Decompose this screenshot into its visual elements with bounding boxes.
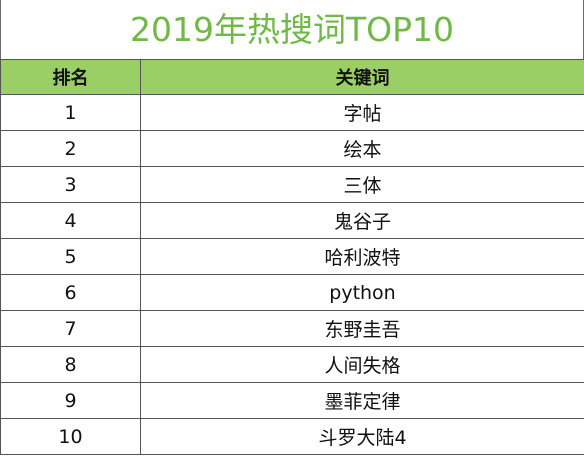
ranking-table: 排名 关键词 1 字帖 2 绘本 3 三体 4 鬼谷子 5 哈利	[0, 59, 584, 455]
keyword-cell: 字帖	[140, 94, 584, 131]
table-row: 10 斗罗大陆4	[0, 418, 584, 455]
rank-cell: 8	[0, 346, 141, 383]
table-row: 5 哈利波特	[0, 238, 584, 275]
rank-cell: 9	[0, 382, 141, 419]
keyword-cell: 鬼谷子	[140, 202, 584, 239]
keyword-cell: 绘本	[140, 130, 584, 167]
table-row: 1 字帖	[0, 94, 584, 131]
table-row: 3 三体	[0, 166, 584, 203]
table-row: 9 墨菲定律	[0, 382, 584, 419]
page-title: 2019年热搜词TOP10	[0, 0, 584, 59]
table-row: 7 东野圭吾	[0, 310, 584, 347]
rank-cell: 7	[0, 310, 141, 347]
rank-cell: 10	[0, 418, 141, 455]
keyword-cell: 墨菲定律	[140, 382, 584, 419]
keyword-cell: 人间失格	[140, 346, 584, 383]
rank-cell: 2	[0, 130, 141, 167]
rank-cell: 1	[0, 94, 141, 131]
column-header-rank: 排名	[0, 59, 141, 95]
rank-cell: 6	[0, 274, 141, 311]
table-row: 4 鬼谷子	[0, 202, 584, 239]
rank-cell: 5	[0, 238, 141, 275]
keyword-cell: 哈利波特	[140, 238, 584, 275]
column-header-keyword: 关键词	[140, 59, 584, 95]
keyword-cell: 东野圭吾	[140, 310, 584, 347]
rank-cell: 3	[0, 166, 141, 203]
keyword-cell: python	[140, 274, 584, 311]
rank-cell: 4	[0, 202, 141, 239]
header-row: 排名 关键词	[0, 59, 584, 95]
keyword-cell: 斗罗大陆4	[140, 418, 584, 455]
table-row: 6 python	[0, 274, 584, 311]
keyword-cell: 三体	[140, 166, 584, 203]
table-row: 2 绘本	[0, 130, 584, 167]
table-row: 8 人间失格	[0, 346, 584, 383]
